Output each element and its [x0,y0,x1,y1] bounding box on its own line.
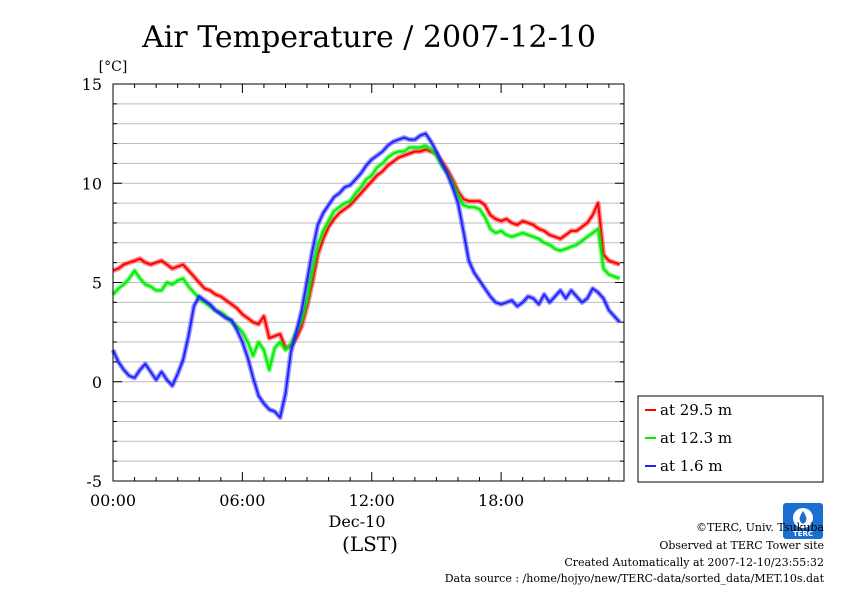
series-line [112,148,621,349]
created-text: Created Automatically at 2007-12-10/23:5… [564,556,824,569]
x-tick-label: 06:00 [219,491,265,510]
x-tick-label: 00:00 [90,491,136,510]
series-layer [110,131,622,420]
y-tick-label: 15 [82,75,102,94]
footer: ©TERC, Univ. Tsukuba Observed at TERC To… [445,521,825,585]
series-line [112,144,621,371]
x-axis-date-label: Dec-10 [328,512,385,531]
y-tick-label: 0 [92,373,102,392]
x-tick-label: 12:00 [349,491,395,510]
axes: -5 0 5 10 15 00:00 06:00 12:00 18:00 [82,75,624,510]
legend-box [637,395,824,483]
copyright-text: ©TERC, Univ. Tsukuba [696,521,824,534]
y-tick-label: 10 [82,174,102,193]
x-axis-label: (LST) [342,532,398,556]
grid-lines [113,103,624,462]
chart-title: Air Temperature / 2007-12-10 [141,20,596,55]
data-source-text: Data source : /home/hojyo/new/TERC-data/… [445,572,825,585]
legend-label: at 1.6 m [660,457,723,475]
y-tick-label: -5 [86,472,102,491]
y-tick-label: 5 [92,274,102,293]
series-2 [111,143,621,373]
series-line [112,132,621,419]
terc-logo: TERC [783,503,823,539]
y-axis-unit-label: [°C] [99,59,128,75]
series-1 [112,147,621,351]
legend-label: at 29.5 m [660,401,732,419]
logo-text: TERC [793,530,813,538]
water-drop-icon [799,511,807,524]
legend: at 29.5 m at 12.3 m at 1.6 m [637,395,824,483]
x-tick-label: 18:00 [478,491,524,510]
series-3 [110,131,622,420]
legend-label: at 12.3 m [660,429,732,447]
observed-text: Observed at TERC Tower site [659,539,824,552]
